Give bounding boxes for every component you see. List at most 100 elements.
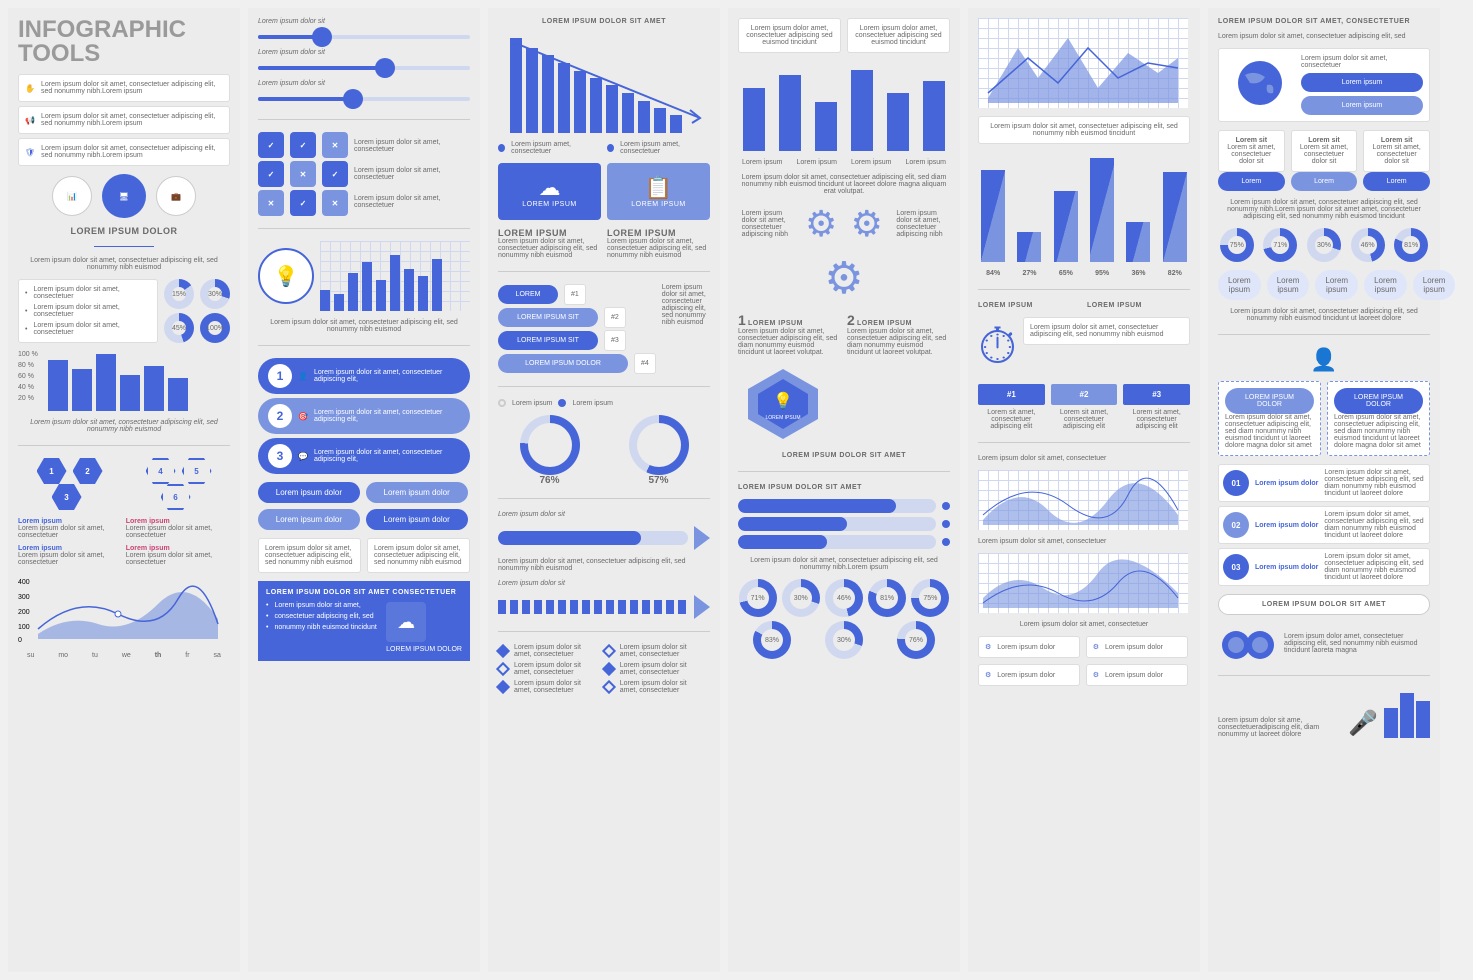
declining-bar-chart: [498, 33, 710, 133]
gauge-76: 76%: [520, 415, 580, 486]
gear-icon: ⚙: [985, 671, 991, 679]
donut-46: 46%: [1351, 228, 1385, 262]
svg-text:300: 300: [18, 594, 30, 601]
column-2: Lorem ipsum dolor sit Lorem ipsum dolor …: [248, 8, 480, 972]
section-heading: LOREM IPSUM DOLOR: [18, 226, 230, 236]
chart-icon: 📊: [52, 176, 92, 216]
cloud-icon: ☁: [504, 175, 595, 201]
donut-100: 100%: [200, 313, 230, 343]
slider[interactable]: [258, 35, 470, 39]
chat-icon: 💬: [298, 452, 308, 461]
hand-icon: ✋: [25, 84, 35, 93]
step-3: 3💬Lorem ipsum dolor sit amet, consectetu…: [258, 438, 470, 474]
pill-button[interactable]: Lorem ipsum dolor: [258, 509, 360, 530]
laptop-card: Lorem ipsum dolor sit amet, consectetuer…: [1218, 48, 1430, 122]
band-heading: LOREM IPSUM DOLOR SIT AMET: [1218, 594, 1430, 615]
svg-text:💡: 💡: [773, 391, 793, 410]
step-2: 2🎯Lorem ipsum dolor sit amet, consectetu…: [258, 398, 470, 434]
rank-1: #1Lorem sit amet, consectetuer adipiscin…: [978, 384, 1045, 430]
check-icon: ✓: [290, 190, 316, 216]
stopwatch-icon: ⏱: [978, 317, 1017, 376]
desc-card: Lorem ipsum dolor sit amet, consectetuer…: [978, 116, 1190, 144]
pill-button[interactable]: Lorem ipsum dolor: [366, 482, 468, 503]
stat-card: •Lorem ipsum dolor sit amet, consectetue…: [18, 279, 158, 343]
gear-icon: ⚙: [1093, 671, 1099, 679]
text-card: Lorem ipsum dolor sit amet, consectetuer…: [367, 538, 470, 573]
slider[interactable]: [258, 97, 470, 101]
info-card: 📢Lorem ipsum dolor sit amet, consectetue…: [18, 106, 230, 134]
button[interactable]: Lorem: [1363, 172, 1430, 191]
button[interactable]: Lorem ipsum: [1301, 73, 1423, 92]
text-card: Lorem ipsum dolor amet, consectetuer adi…: [847, 18, 950, 53]
hex-badge: 💡 LOREM IPSUM: [738, 364, 950, 444]
bar-chart: [738, 61, 950, 151]
text-card: Lorem ipsum dolor sit amet, consectetuer…: [258, 538, 361, 573]
button[interactable]: Lorem: [1291, 172, 1358, 191]
checklist-icon: 📋: [613, 175, 704, 201]
wave-chart-2: [978, 553, 1188, 613]
column-1: INFOGRAPHIC TOOLS ✋Lorem ipsum dolor sit…: [8, 8, 240, 972]
donut-30: 30%: [782, 579, 820, 617]
target-icon: 🎯: [298, 412, 308, 421]
cross-icon: ✕: [258, 190, 284, 216]
section-title: LOREM IPSUM DOLOR SIT AMET: [498, 18, 710, 25]
gear-icon: ⚙: [851, 203, 883, 245]
column-6: LOREM IPSUM DOLOR SIT AMET, CONSECTETUER…: [1208, 8, 1440, 972]
donut-30: 30%: [200, 279, 230, 309]
gear-card: ⚙Lorem ipsum dolor: [978, 664, 1080, 686]
arrow-icon: [694, 595, 710, 619]
info-card: ✋Lorem ipsum dolor sit amet, consectetue…: [18, 74, 230, 102]
check-icon: ✓: [290, 132, 316, 158]
text-card: Lorem ipsum dolor amet, consectetuer adi…: [738, 18, 841, 53]
pill-card: Lorem sitLorem sit amet, consectetuer do…: [1363, 130, 1430, 191]
area-chart: 4003002001000: [18, 574, 228, 644]
icon-box: 📋Lorem ipsum: [607, 163, 710, 220]
column-4: Lorem ipsum dolor amet, consectetuer adi…: [728, 8, 960, 972]
podium-icon: 🎤: [1348, 709, 1378, 738]
donut-45: 45%: [164, 313, 194, 343]
briefcase-icon: 💼: [156, 176, 196, 216]
user-icon: 👤: [298, 372, 308, 381]
donut-15: 15%: [164, 279, 194, 309]
gear-icon: ⚙: [824, 254, 863, 303]
slant-bars: [978, 152, 1190, 262]
donut-75: 75%: [1220, 228, 1254, 262]
donut-81: 81%: [868, 579, 906, 617]
gear-card: ⚙Lorem ipsum dolor: [978, 636, 1080, 658]
pill-button[interactable]: Lorem ipsum dolor: [258, 482, 360, 503]
rank-3: #3Lorem sit amet, consectetuer adipiscin…: [1123, 384, 1190, 430]
donut-71: 71%: [739, 579, 777, 617]
rank-2: #2Lorem sit amet, consectetuer adipiscin…: [1051, 384, 1118, 430]
megaphone-icon: 📢: [25, 116, 35, 125]
button[interactable]: Lorem ipsum: [1301, 96, 1423, 115]
footer-panel: LOREM IPSUM DOLOR SIT AMET CONSECTETUER …: [258, 581, 470, 661]
donut-30: 30%: [1307, 228, 1341, 262]
wave-chart-1: [978, 470, 1188, 530]
tree-card: LOREM IPSUM DOLORLorem ipsum dolor sit a…: [1327, 381, 1430, 456]
tree-card: LOREM IPSUM DOLORLorem ipsum dolor sit a…: [1218, 381, 1321, 456]
person-icon: 👤: [1218, 347, 1430, 373]
section-desc: Lorem ipsum dolor sit amet, consectetuer…: [18, 257, 230, 271]
donut-30b: 30%: [825, 621, 863, 659]
donut-76: 76%: [897, 621, 935, 659]
binoculars-icon: [1218, 623, 1278, 663]
step-1: 1👤Lorem ipsum dolor sit amet, consectetu…: [258, 358, 470, 394]
slider[interactable]: [258, 66, 470, 70]
column-5: Lorem ipsum dolor sit amet, consectetuer…: [968, 8, 1200, 972]
svg-text:LOREM IPSUM: LOREM IPSUM: [765, 415, 800, 421]
donut-71: 71%: [1263, 228, 1297, 262]
cross-icon: ✕: [290, 161, 316, 187]
donut-81: 81%: [1394, 228, 1428, 262]
button[interactable]: Lorem: [1218, 172, 1285, 191]
cross-icon: ✕: [322, 132, 348, 158]
cloud-icon: ☁: [386, 602, 426, 642]
svg-text:0: 0: [18, 637, 22, 644]
pill-button[interactable]: Lorem ipsum dolor: [366, 509, 468, 530]
gauge-57: 57%: [629, 415, 689, 486]
column-3: LOREM IPSUM DOLOR SIT AMET Lorem ipsum a…: [488, 8, 720, 972]
cross-icon: ✕: [322, 190, 348, 216]
gear-card: ⚙Lorem ipsum dolor: [1086, 664, 1188, 686]
bar-chart: 100 %80 %60 %40 %20 %: [18, 351, 230, 411]
check-icon: ✓: [322, 161, 348, 187]
gear-icon: ⚙: [985, 643, 991, 651]
